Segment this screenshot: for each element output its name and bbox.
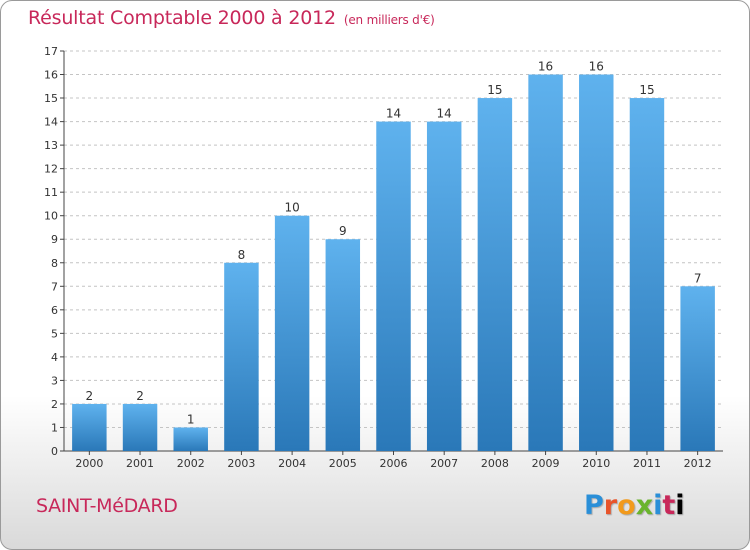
x-tick-label: 2000: [75, 457, 103, 470]
bar-2000: [72, 403, 107, 451]
bar-2007: [426, 121, 462, 452]
bars: [72, 74, 715, 452]
bar-2005: [325, 239, 361, 451]
x-tick-label: 2006: [380, 457, 408, 470]
x-tick-label: 2011: [633, 457, 661, 470]
proxiti-logo: Proxiti: [584, 490, 685, 521]
x-tick-label: 2012: [684, 457, 712, 470]
data-label-2006: 14: [386, 107, 401, 121]
x-tick-label: 2007: [430, 457, 458, 470]
bar-2006: [376, 121, 411, 452]
bar-2008: [477, 98, 513, 451]
y-tick-label: 7: [51, 280, 58, 293]
y-tick-label: 10: [44, 210, 58, 223]
data-label-2012: 7: [694, 271, 702, 285]
y-tick-label: 3: [51, 374, 58, 387]
bar-2004: [274, 215, 310, 451]
chart-title-text: Résultat Comptable 2000 à 2012: [28, 7, 336, 29]
y-tick-label: 0: [51, 445, 58, 458]
data-label-2007: 14: [437, 107, 452, 121]
data-label-2003: 8: [238, 248, 246, 262]
bar-2002: [173, 427, 208, 451]
city-name: SAINT-MéDARD: [36, 495, 178, 517]
y-tick-label: 15: [44, 92, 58, 105]
y-tick-label: 2: [51, 398, 58, 411]
y-tick-label: 9: [51, 233, 58, 246]
y-tick-label: 4: [51, 351, 58, 364]
x-tick-label: 2003: [227, 457, 255, 470]
x-tick-label: 2010: [582, 457, 610, 470]
y-tick-label: 13: [44, 139, 58, 152]
y-tick-label: 11: [44, 186, 58, 199]
y-tick-label: 14: [44, 116, 58, 129]
data-label-2008: 15: [487, 83, 502, 97]
data-label-2004: 10: [284, 201, 299, 215]
y-tick-label: 12: [44, 163, 58, 176]
y-tick-label: 6: [51, 304, 58, 317]
bar-2010: [579, 74, 614, 451]
data-label-2011: 15: [639, 83, 654, 97]
y-tick-label: 17: [44, 45, 58, 58]
x-tick-label: 2009: [532, 457, 560, 470]
data-label-2005: 9: [339, 224, 347, 238]
x-tick-label: 2004: [278, 457, 306, 470]
bar-2001: [122, 403, 158, 451]
chart-subtitle: (en milliers d'€): [343, 13, 435, 27]
data-label-2000: 2: [86, 389, 94, 403]
y-tick-label: 8: [51, 257, 58, 270]
x-tick-label: 2008: [481, 457, 509, 470]
y-tick-label: 5: [51, 327, 58, 340]
y-tick-label: 16: [44, 69, 58, 82]
x-tick-labels: 2000 2001 2002 2003 2004 2005 2006 2007 2008 2009…: [75, 457, 711, 470]
bar-2012: [680, 286, 715, 451]
x-tick-label: 2001: [126, 457, 154, 470]
data-label-2010: 16: [589, 60, 604, 74]
x-tick-label: 2005: [329, 457, 357, 470]
data-labels: 2 2 1 8 10 9 14 14 15 16 16 15 7: [86, 60, 702, 427]
bar-2011: [629, 98, 665, 451]
data-label-2001: 2: [136, 389, 144, 403]
x-tick-label: 2002: [177, 457, 205, 470]
data-label-2002: 1: [187, 412, 195, 426]
bar-2003: [224, 262, 259, 451]
y-tick-label: 1: [51, 421, 58, 434]
chart-title: Résultat Comptable 2000 à 2012 (en millie…: [28, 7, 435, 29]
data-label-2009: 16: [538, 60, 553, 74]
bar-2009: [528, 74, 563, 451]
